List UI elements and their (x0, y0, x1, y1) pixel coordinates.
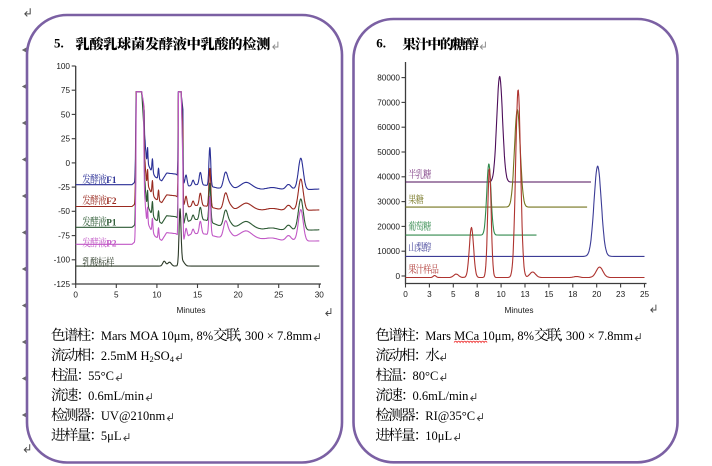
svg-text:4: 4 (170, 354, 175, 364)
svg-text:80°C: 80°C (413, 369, 439, 383)
svg-text:30000: 30000 (377, 198, 400, 207)
svg-text:5.: 5. (54, 36, 64, 51)
svg-text:-25: -25 (58, 183, 70, 192)
svg-text:13: 13 (520, 290, 530, 299)
svg-text:25: 25 (61, 135, 71, 144)
svg-text:P2: P2 (106, 239, 117, 249)
svg-text:55°C: 55°C (88, 369, 114, 383)
svg-text:23: 23 (616, 290, 626, 299)
svg-text:SO: SO (154, 349, 170, 363)
svg-text:20: 20 (592, 290, 602, 299)
svg-text:0: 0 (73, 291, 78, 300)
svg-text:60000: 60000 (377, 123, 400, 132)
svg-text:15: 15 (193, 291, 203, 300)
svg-text:-125: -125 (54, 280, 71, 289)
svg-text:10: 10 (497, 290, 507, 299)
svg-text:, 300 × 7.8mm: , 300 × 7.8mm (239, 329, 313, 343)
svg-text:20000: 20000 (377, 222, 400, 231)
svg-text:100: 100 (56, 62, 70, 71)
svg-text:-100: -100 (54, 256, 71, 265)
svg-text:25: 25 (640, 290, 650, 299)
svg-text:40000: 40000 (377, 173, 400, 182)
svg-text:F1: F1 (106, 175, 117, 185)
svg-text:8: 8 (475, 290, 480, 299)
svg-text:10μL: 10μL (425, 429, 452, 443)
svg-text:F2: F2 (106, 196, 117, 206)
svg-text:50: 50 (61, 110, 71, 119)
svg-text:25: 25 (274, 291, 284, 300)
svg-text:Mars MOA 10μm, 8%: Mars MOA 10μm, 8% (101, 329, 213, 343)
svg-text:Mars MCa 10μm, 8%: Mars MCa 10μm, 8% (425, 329, 534, 343)
svg-text:, 300 × 7.8mm: , 300 × 7.8mm (560, 329, 634, 343)
svg-text:80000: 80000 (377, 74, 400, 83)
svg-text:30: 30 (315, 291, 325, 300)
svg-text:18: 18 (568, 290, 578, 299)
svg-text:5μL: 5μL (101, 429, 122, 443)
svg-text:10000: 10000 (377, 247, 400, 256)
svg-text:Minutes: Minutes (176, 305, 205, 315)
svg-text:UV@210nm: UV@210nm (101, 409, 166, 423)
svg-text:P1: P1 (106, 218, 117, 228)
svg-text:6.: 6. (376, 36, 386, 51)
svg-text:Minutes: Minutes (504, 305, 533, 315)
svg-text:2: 2 (149, 354, 153, 364)
svg-text:5: 5 (114, 291, 119, 300)
svg-text:-75: -75 (58, 231, 70, 240)
svg-text:5: 5 (451, 290, 456, 299)
svg-text:0: 0 (403, 290, 408, 299)
svg-text:0: 0 (395, 272, 400, 281)
svg-text:75: 75 (61, 86, 71, 95)
svg-text:3: 3 (427, 290, 432, 299)
svg-text:20: 20 (234, 291, 244, 300)
svg-text:50000: 50000 (377, 148, 400, 157)
svg-text:70000: 70000 (377, 98, 400, 107)
svg-text:0.6mL/min: 0.6mL/min (88, 389, 145, 403)
svg-text:15: 15 (544, 290, 554, 299)
svg-text:10: 10 (152, 291, 162, 300)
svg-text:0: 0 (65, 159, 70, 168)
svg-text:2.5mM H: 2.5mM H (101, 349, 150, 363)
svg-text:0.6mL/min: 0.6mL/min (413, 389, 470, 403)
svg-text:-50: -50 (58, 207, 70, 216)
svg-text:RI@35°C: RI@35°C (425, 409, 475, 423)
